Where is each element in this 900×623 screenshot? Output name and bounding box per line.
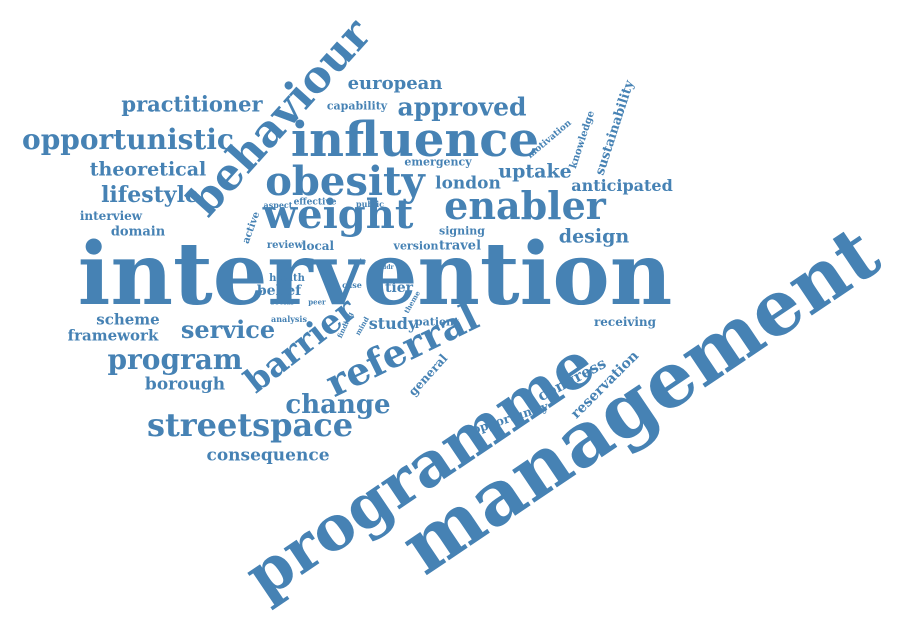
word-anticipated: anticipated <box>571 176 673 195</box>
word-public: public <box>356 199 384 209</box>
word-service: service <box>180 315 276 344</box>
word-domain: domain <box>110 224 166 240</box>
word-health: health <box>269 273 305 284</box>
word-enabler: enabler <box>444 183 606 228</box>
word-knowledge: knowledge <box>568 109 598 171</box>
word-weight: weight <box>262 191 414 238</box>
word-approved: approved <box>397 92 527 122</box>
word-analysis: analysis <box>271 314 307 324</box>
word-uptake: uptake <box>498 160 572 183</box>
word-aspect: aspect <box>263 200 293 210</box>
word-emergency: emergency <box>404 155 472 169</box>
word-patient: patient <box>414 315 460 329</box>
word-practitioner: practitioner <box>121 91 263 117</box>
word-london: london <box>435 173 501 194</box>
word-tier: tier <box>384 280 414 296</box>
word-intervention: intervention <box>77 224 673 325</box>
word-local: local <box>301 239 335 253</box>
word-program: program <box>107 343 243 376</box>
word-opportunistic: opportunistic <box>22 123 234 156</box>
word-review: review <box>266 240 304 251</box>
word-streetspace: streetspace <box>146 406 354 444</box>
word-effective: effective <box>293 197 337 208</box>
word-scheme: scheme <box>96 310 160 329</box>
word-version: version <box>393 239 439 253</box>
word-change: change <box>285 390 391 420</box>
word-interview: interview <box>79 209 143 223</box>
word-consequence: consequence <box>206 445 330 466</box>
word-belief: belief <box>256 283 302 299</box>
word-signing: signing <box>439 224 485 238</box>
word-influence: influence <box>290 112 540 168</box>
word-case: case <box>342 280 362 290</box>
word-framework: framework <box>67 326 159 345</box>
word-peer: peer <box>308 297 326 307</box>
word-route: route <box>347 258 367 265</box>
word-receiving: receiving <box>593 315 657 329</box>
word-capability: capability <box>326 99 388 113</box>
word-lifestyle: lifestyle <box>101 182 199 208</box>
word-addr: addr <box>378 264 394 271</box>
word-sustainability: sustainability <box>592 78 638 178</box>
word-borough: borough <box>144 374 226 395</box>
word-study: study <box>368 314 418 333</box>
word-theoretical: theoretical <box>89 158 207 181</box>
word-social: social <box>270 297 294 307</box>
word-european: european <box>347 73 443 94</box>
word-design: design <box>558 225 630 248</box>
word-travel: travel <box>438 238 482 254</box>
word-obesity: obesity <box>265 158 425 205</box>
